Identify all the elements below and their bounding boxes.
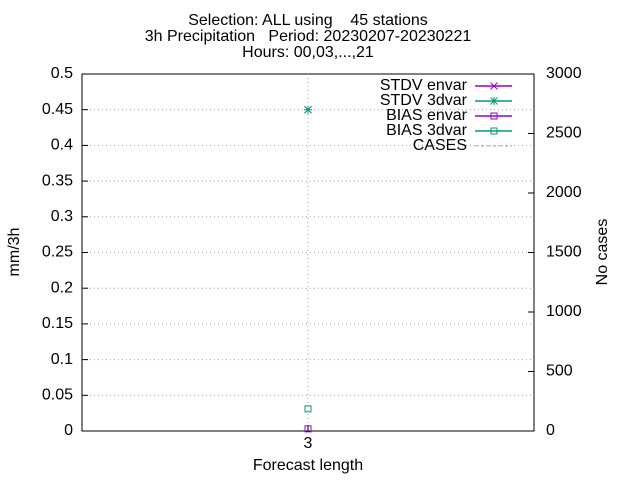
y-tick-label: 0.35 [42,172,73,189]
y-tick-label: 0.2 [51,279,73,296]
y2-axis-label: No cases [594,219,611,286]
legend-marker [490,112,498,120]
y-tick-label: 0.15 [42,315,73,332]
data-point [304,425,312,433]
y-tick-label: 0.25 [42,244,73,261]
y2-tick-label: 2500 [546,125,582,142]
y2-tick-label: 500 [546,363,573,380]
x-axis-label: Forecast length [253,457,363,474]
legend-label: STDV 3dvar [380,92,468,109]
legend-marker [490,97,498,105]
y2-tick-label: 3000 [546,65,582,82]
marker-square [490,127,498,135]
marker-square [490,112,498,120]
data-point [304,405,312,413]
legend-label: BIAS envar [386,107,468,124]
marker-stroke [490,82,498,90]
marker-square [304,405,312,413]
legend-label: CASES [413,137,467,154]
legend-marker [490,127,498,135]
y2-tick-label: 1000 [546,303,582,320]
marker-square [304,425,312,433]
data-point [304,105,312,114]
chart-subtitle: Hours: 00,03,...,21 [242,44,374,61]
y-tick-label: 0.3 [51,208,73,225]
legend-label: BIAS 3dvar [386,122,468,139]
y-tick-label: 0 [64,422,73,439]
y2-tick-label: 2000 [546,184,582,201]
x-tick-label: 3 [304,435,313,452]
y-axis-label: mm/3h [6,228,23,277]
chart-subtitle: 3h Precipitation Period: 20230207-202302… [145,28,472,45]
legend-label: STDV envar [380,77,468,94]
y-tick-label: 0.05 [42,387,73,404]
y-tick-label: 0.4 [51,137,73,154]
y-tick-label: 0.45 [42,101,73,118]
chart-title: Selection: ALL using 45 stations [188,12,428,29]
y2-tick-label: 0 [546,422,555,439]
y-tick-label: 0.1 [51,351,73,368]
legend-marker [490,82,498,90]
y-tick-label: 0.5 [51,65,73,82]
y2-tick-label: 1500 [546,244,582,261]
